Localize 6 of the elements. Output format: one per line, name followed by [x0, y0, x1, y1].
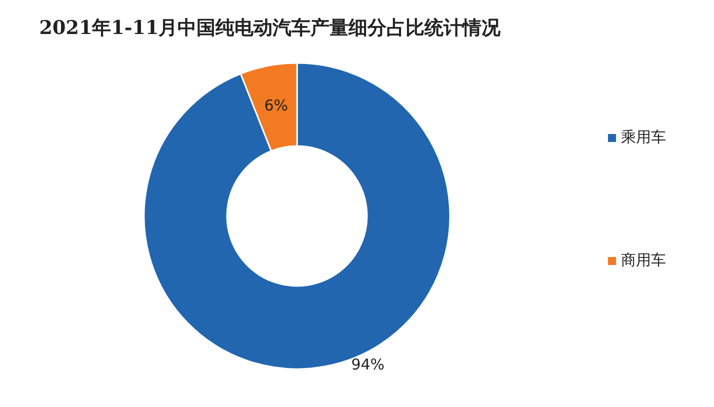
chart-title: 2021年1-11月中国纯电动汽车产量细分占比统计情况 — [39, 17, 502, 39]
legend-label: 商用车 — [621, 251, 666, 270]
legend-label: 乘用车 — [621, 128, 666, 146]
data-label: 94% — [351, 356, 385, 374]
donut-slice — [143, 62, 451, 370]
data-label: 6% — [264, 96, 288, 115]
